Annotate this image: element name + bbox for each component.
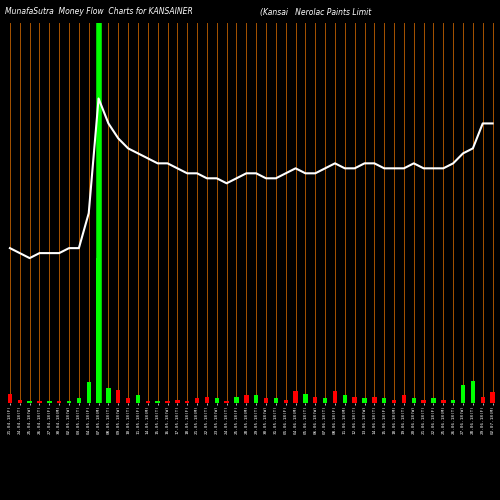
Bar — [156, 401, 160, 402]
Bar — [441, 400, 446, 402]
Bar — [204, 396, 209, 402]
Bar — [480, 396, 485, 402]
Bar — [294, 391, 298, 402]
Bar — [372, 396, 376, 402]
Bar — [18, 400, 22, 402]
Bar — [185, 401, 190, 402]
Bar — [412, 398, 416, 402]
Bar — [352, 396, 357, 402]
Bar — [28, 401, 32, 402]
Text: MunafaSutra  Money Flow  Charts for KANSAINER: MunafaSutra Money Flow Charts for KANSAI… — [5, 8, 193, 16]
Bar — [274, 398, 278, 402]
Bar — [57, 401, 62, 402]
Bar — [38, 401, 42, 402]
Bar — [342, 396, 347, 402]
Bar — [402, 396, 406, 402]
Bar — [333, 391, 337, 402]
Bar — [116, 390, 120, 402]
Bar — [323, 398, 328, 402]
Text: (Kansai   Nerolac Paints Limit: (Kansai Nerolac Paints Limit — [260, 8, 371, 16]
Bar — [313, 396, 318, 402]
Bar — [490, 392, 495, 402]
Bar — [264, 398, 268, 402]
Bar — [244, 396, 248, 402]
Bar — [76, 398, 81, 402]
Bar — [254, 396, 258, 402]
Bar — [106, 388, 110, 402]
Bar — [284, 400, 288, 402]
Bar — [382, 398, 386, 402]
Bar — [47, 401, 52, 402]
Bar — [234, 396, 238, 402]
Bar — [362, 398, 366, 402]
Bar — [224, 401, 229, 402]
Bar — [432, 398, 436, 402]
Bar — [126, 398, 130, 402]
Bar — [195, 398, 200, 402]
Bar — [303, 394, 308, 402]
Bar — [422, 400, 426, 402]
Bar — [214, 398, 219, 402]
Bar — [96, 258, 101, 402]
Bar — [166, 401, 170, 402]
Bar — [67, 401, 71, 402]
Bar — [175, 400, 180, 402]
Bar — [136, 396, 140, 402]
Bar — [8, 394, 12, 402]
Bar — [461, 385, 465, 402]
Bar — [451, 400, 456, 402]
Bar — [146, 401, 150, 402]
Bar — [86, 382, 91, 402]
Bar — [470, 381, 475, 402]
Bar — [392, 400, 396, 402]
